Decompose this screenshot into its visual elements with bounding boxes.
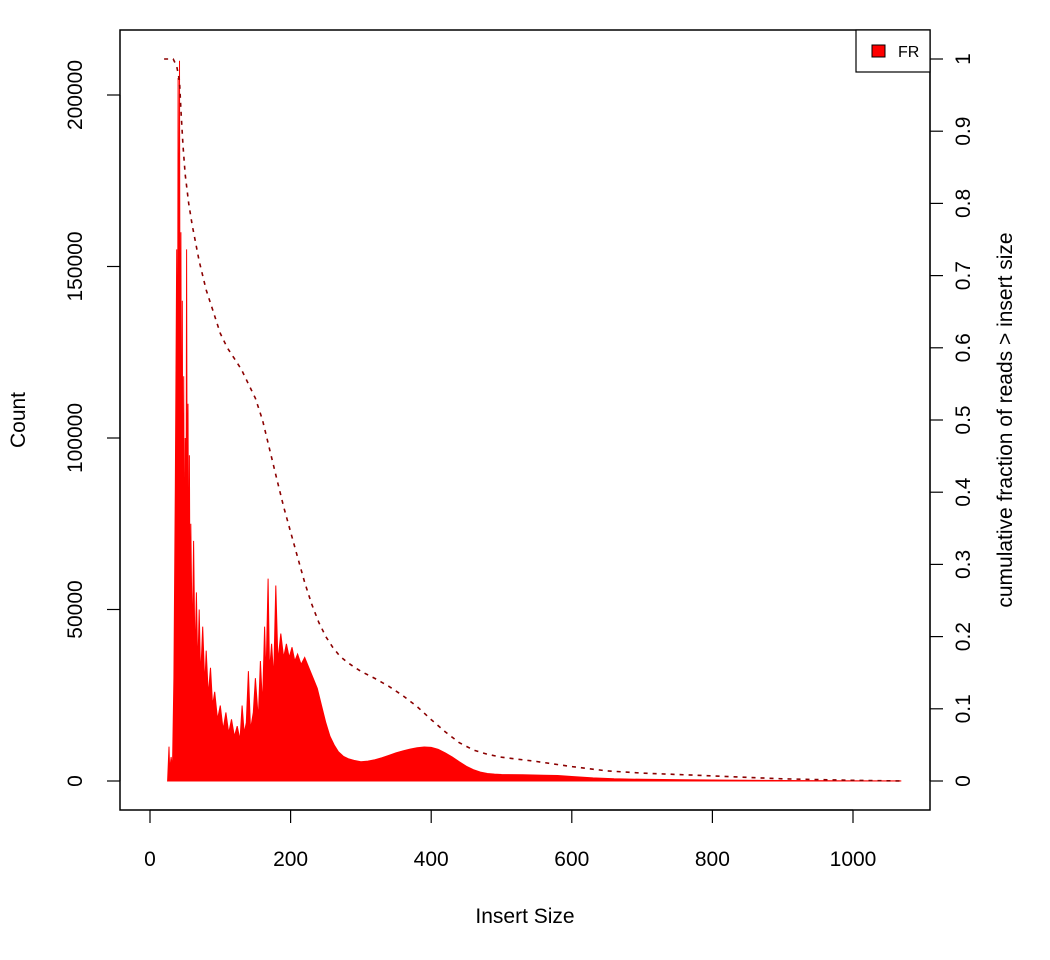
x-tick-label: 1000	[830, 848, 877, 871]
y2-tick-label: 0.8	[952, 189, 975, 218]
y2-tick-label: 0.4	[952, 477, 975, 507]
x-tick-label: 600	[554, 848, 589, 871]
legend-label: FR	[898, 44, 919, 61]
y-tick-label: 200000	[64, 60, 87, 130]
y2-tick-label: 0.3	[952, 550, 975, 579]
x-tick-label: 400	[414, 848, 449, 871]
y-axis-left: 0 50000 100000 150000 200000	[64, 60, 121, 787]
legend-box	[855, 29, 931, 73]
cumulative-fraction-line	[164, 58, 901, 782]
x-axis-title: Insert Size	[475, 905, 574, 928]
y-tick-label: 150000	[64, 231, 87, 301]
y2-tick-label: 0.7	[952, 261, 975, 290]
plot-series	[164, 58, 902, 782]
x-axis: 0 200 400 600 800 1000	[144, 809, 877, 871]
y-tick-label: 100000	[64, 403, 87, 473]
legend-swatch	[871, 44, 886, 58]
y2-tick-label: 0	[952, 775, 975, 787]
y2-tick-label: 0.9	[952, 117, 975, 146]
histogram-area-fr	[167, 60, 902, 782]
y-axis-title: Count	[7, 392, 30, 448]
y2-tick-label: 1	[952, 53, 975, 65]
y2-tick-label: 0.2	[952, 622, 975, 651]
y2-tick-label: 0.5	[952, 405, 975, 434]
y2-tick-label: 0.6	[952, 333, 975, 362]
x-tick-label: 800	[695, 848, 730, 871]
y-tick-label: 0	[64, 775, 87, 787]
y2-axis-title: cumulative fraction of reads > insert si…	[994, 232, 1017, 607]
y-axis-right: 0 0.1 0.2 0.3 0.4 0.5 0.6 0.7 0.8 0.9 1	[929, 53, 975, 787]
x-tick-label: 0	[144, 848, 156, 871]
legend: FR	[855, 29, 931, 73]
y-tick-label: 50000	[64, 580, 87, 638]
x-tick-label: 200	[273, 848, 308, 871]
y2-tick-label: 0.1	[952, 694, 975, 723]
